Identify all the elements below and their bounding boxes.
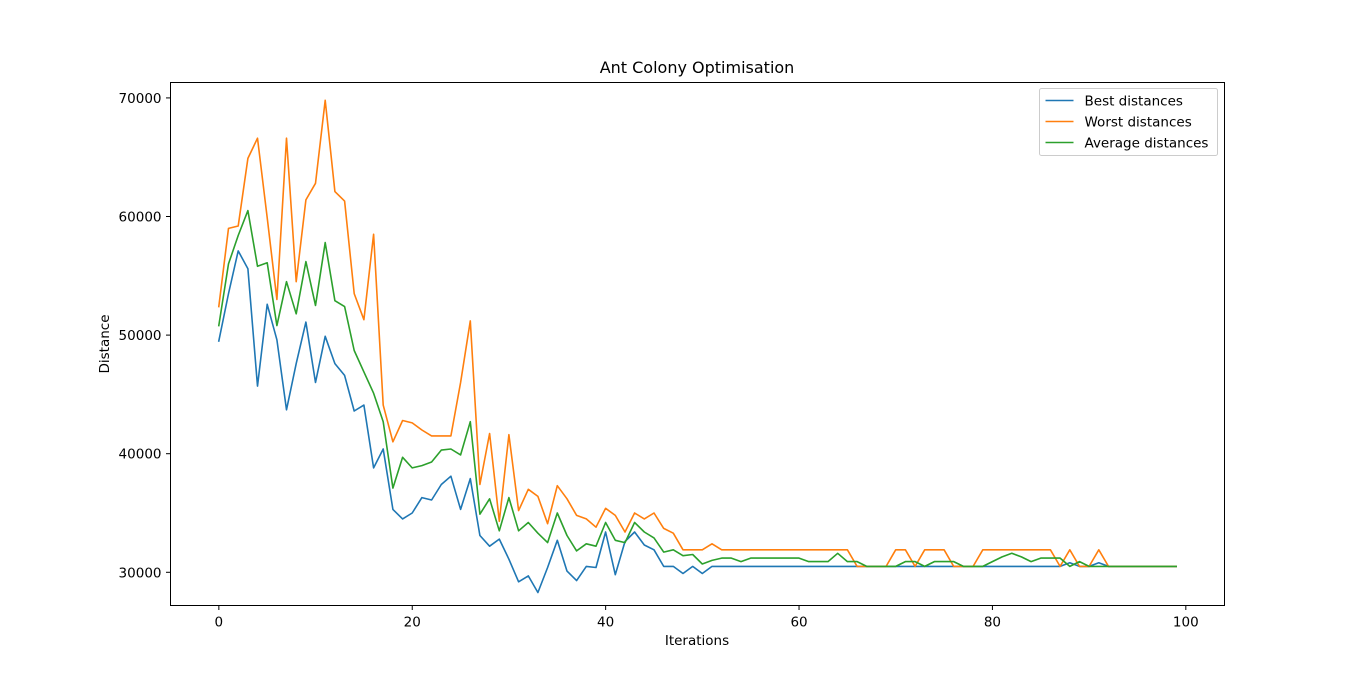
x-tick-label: 100 [1173, 615, 1199, 631]
chart-title: Ant Colony Optimisation [600, 58, 795, 77]
legend-label-1: Worst distances [1085, 115, 1192, 131]
y-axis-label: Distance [97, 314, 113, 373]
x-tick-label: 20 [404, 615, 421, 631]
legend-box [1039, 88, 1218, 156]
y-tick-label: 30000 [119, 565, 162, 581]
series-line-2 [217, 209, 1177, 568]
legend-label-0: Best distances [1085, 94, 1183, 110]
x-tick-label: 80 [984, 615, 1001, 631]
x-axis-label: Iterations [665, 633, 729, 649]
legend: Best distances Worst distances Average dis… [1039, 88, 1218, 156]
x-tick-label: 0 [215, 615, 224, 631]
legend-label-2: Average distances [1085, 136, 1209, 152]
y-axis: 30000 40000 50000 60000 70000 [119, 91, 171, 581]
x-tick-label: 60 [790, 615, 807, 631]
x-axis: 0 20 40 60 80 100 [215, 605, 1199, 631]
x-tick-label: 40 [597, 615, 614, 631]
plot-frame [170, 82, 1225, 606]
y-tick-label: 50000 [119, 328, 162, 344]
series-line-0 [217, 250, 1177, 594]
y-tick-label: 70000 [119, 91, 162, 107]
y-tick-label: 60000 [119, 210, 162, 226]
y-tick-label: 40000 [119, 447, 162, 463]
series-line-1 [217, 99, 1177, 568]
series-layer [217, 99, 1177, 594]
